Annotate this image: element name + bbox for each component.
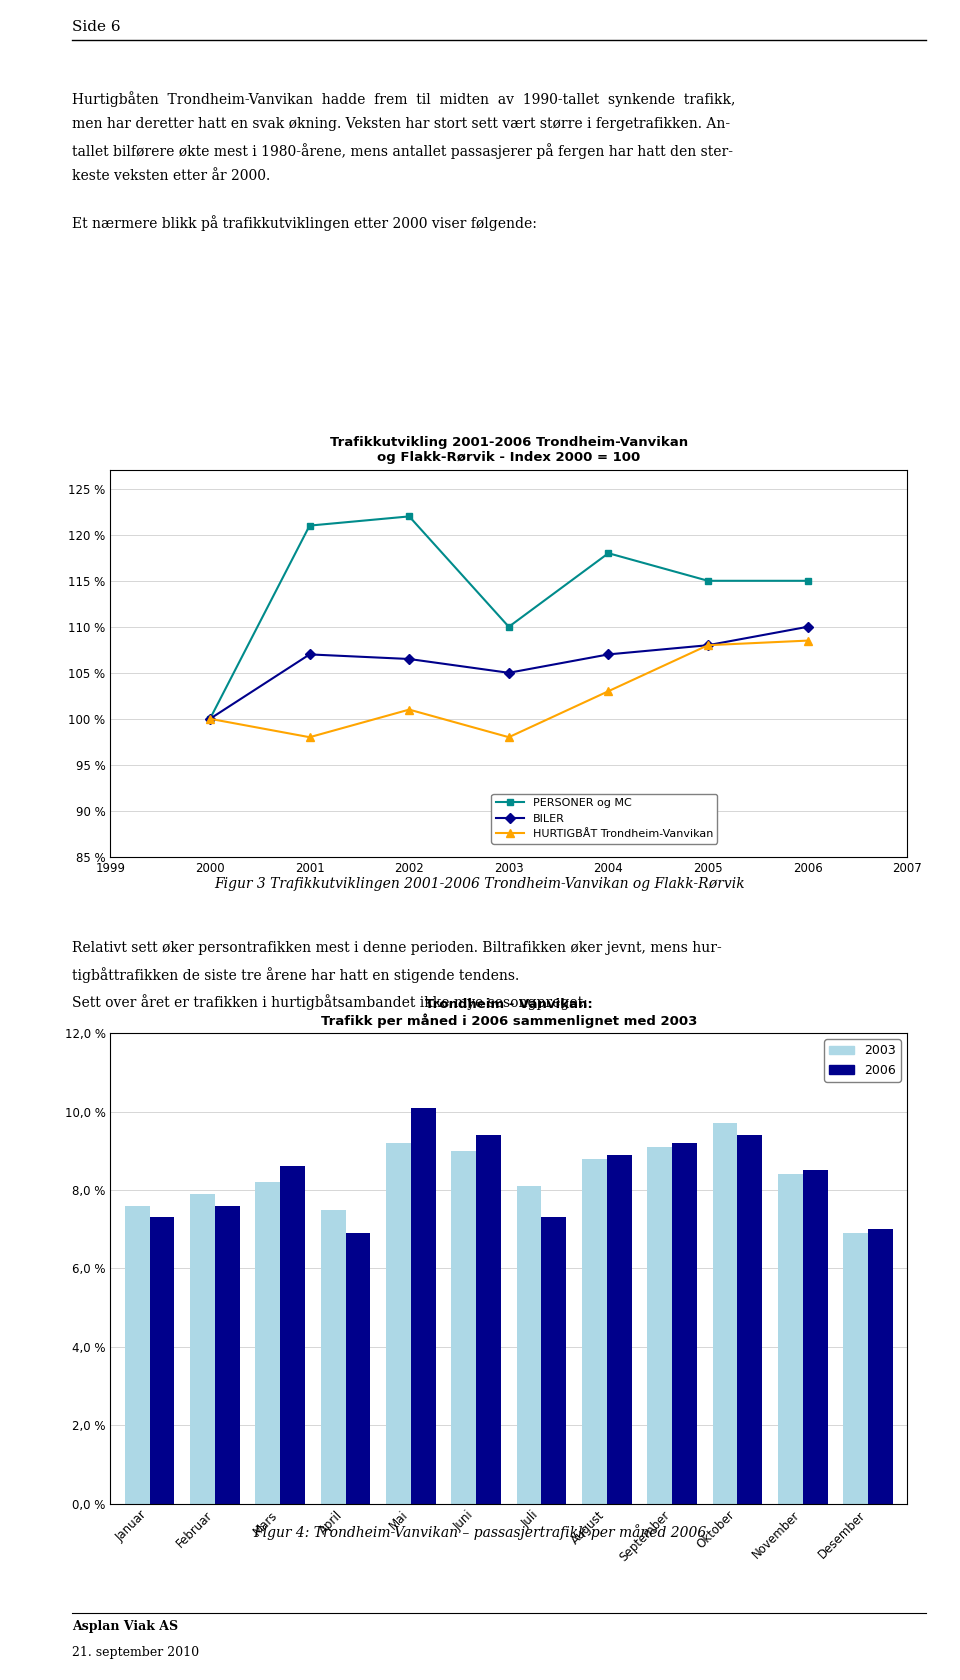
Text: tallet bilførere økte mest i 1980-årene, mens antallet passasjerer på fergen har: tallet bilførere økte mest i 1980-årene,…	[72, 143, 733, 158]
Text: Sett over året er trafikken i hurtigbåtsambandet ikke mye sesongpreget:: Sett over året er trafikken i hurtigbåts…	[72, 995, 588, 1010]
PERSONER og MC	[403, 506, 415, 526]
Bar	[215, 1206, 240, 1504]
Text: Figur 4: Trondheim-Vanvikan – passasjertrafikk per måned 2006: Figur 4: Trondheim-Vanvikan – passasjert…	[253, 1524, 707, 1539]
Bar	[321, 1210, 346, 1504]
PERSONER og MC	[802, 571, 813, 591]
HURTIGBÅT Trondheim-Vanvikan	[802, 630, 813, 650]
PERSONER og MC	[703, 571, 714, 591]
Bar	[712, 1124, 737, 1504]
Bar	[803, 1171, 828, 1504]
Bar	[451, 1151, 476, 1504]
Bar	[647, 1147, 672, 1504]
BILER	[303, 645, 315, 665]
Title: Trafikkutvikling 2001-2006 Trondheim-Vanvikan
og Flakk-Rørvik - Index 2000 = 100: Trafikkutvikling 2001-2006 Trondheim-Van…	[329, 435, 688, 464]
Bar	[386, 1142, 411, 1504]
HURTIGBÅT Trondheim-Vanvikan	[703, 635, 714, 655]
Title: Trondheim - Vanvikan:
Trafikk per måned i 2006 sammenlignet med 2003: Trondheim - Vanvikan: Trafikk per måned …	[321, 998, 697, 1028]
PERSONER og MC	[503, 617, 515, 637]
Text: Asplan Viak AS: Asplan Viak AS	[72, 1620, 179, 1633]
BILER	[603, 645, 614, 665]
Bar	[280, 1166, 305, 1504]
HURTIGBÅT Trondheim-Vanvikan	[303, 727, 315, 748]
Bar	[672, 1142, 697, 1504]
Bar	[516, 1186, 541, 1504]
Bar	[190, 1194, 215, 1504]
Bar	[346, 1233, 371, 1504]
Bar	[868, 1230, 893, 1504]
PERSONER og MC	[603, 543, 614, 563]
Text: Hurtigbåten  Trondheim-Vanvikan  hadde  frem  til  midten  av  1990-tallet  synk: Hurtigbåten Trondheim-Vanvikan hadde fre…	[72, 91, 735, 106]
Line: PERSONER og MC: PERSONER og MC	[206, 512, 811, 722]
Bar	[411, 1107, 436, 1504]
BILER	[503, 662, 515, 682]
HURTIGBÅT Trondheim-Vanvikan	[603, 680, 614, 701]
Text: 21. september 2010: 21. september 2010	[72, 1646, 199, 1660]
Bar	[843, 1233, 868, 1504]
Text: keste veksten etter år 2000.: keste veksten etter år 2000.	[72, 170, 271, 183]
Legend: 2003, 2006: 2003, 2006	[825, 1040, 900, 1082]
BILER	[703, 635, 714, 655]
BILER	[403, 648, 415, 669]
Text: tigbåttrafikken de siste tre årene har hatt en stigende tendens.: tigbåttrafikken de siste tre årene har h…	[72, 966, 519, 983]
HURTIGBÅT Trondheim-Vanvikan	[503, 727, 515, 748]
Legend: PERSONER og MC, BILER, HURTIGBÅT Trondheim-Vanvikan: PERSONER og MC, BILER, HURTIGBÅT Trondhe…	[492, 793, 717, 843]
Bar	[778, 1174, 803, 1504]
Text: Figur 3 Trafikkutviklingen 2001-2006 Trondheim-Vanvikan og Flakk-Rørvik: Figur 3 Trafikkutviklingen 2001-2006 Tro…	[215, 877, 745, 890]
Text: men har deretter hatt en svak økning. Veksten har stort sett vært større i ferge: men har deretter hatt en svak økning. Ve…	[72, 116, 731, 131]
Bar	[476, 1136, 501, 1504]
BILER	[204, 709, 216, 729]
Bar	[582, 1159, 607, 1504]
HURTIGBÅT Trondheim-Vanvikan	[204, 709, 216, 729]
Bar	[737, 1136, 762, 1504]
Text: Et nærmere blikk på trafikkutviklingen etter 2000 viser følgende:: Et nærmere blikk på trafikkutviklingen e…	[72, 215, 537, 230]
PERSONER og MC	[303, 516, 315, 536]
HURTIGBÅT Trondheim-Vanvikan	[403, 699, 415, 719]
Text: Side 6: Side 6	[72, 20, 121, 34]
Line: BILER: BILER	[206, 623, 811, 722]
BILER	[802, 617, 813, 637]
Bar	[150, 1218, 175, 1504]
Text: Relativt sett øker persontrafikken mest i denne perioden. Biltrafikken øker jevn: Relativt sett øker persontrafikken mest …	[72, 941, 722, 954]
PERSONER og MC	[204, 709, 216, 729]
Line: HURTIGBÅT Trondheim-Vanvikan: HURTIGBÅT Trondheim-Vanvikan	[205, 637, 812, 741]
Bar	[125, 1206, 150, 1504]
Bar	[607, 1154, 632, 1504]
Bar	[541, 1218, 566, 1504]
Bar	[255, 1183, 280, 1504]
